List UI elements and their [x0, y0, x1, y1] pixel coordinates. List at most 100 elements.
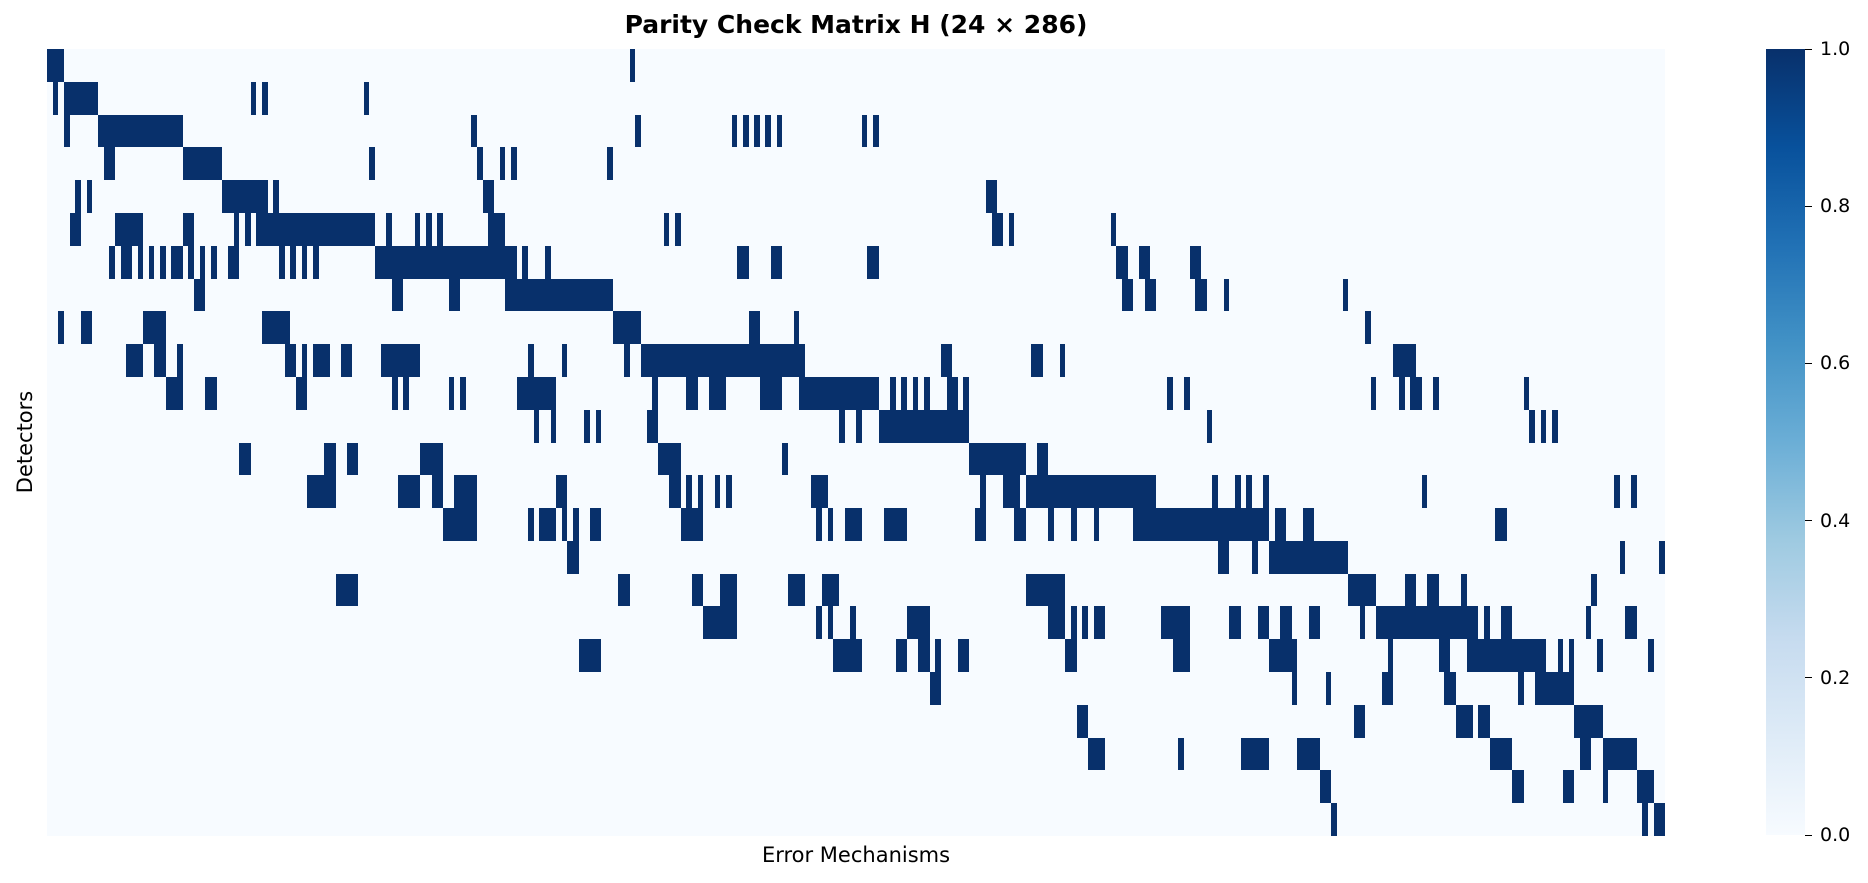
- heatmap-cell: [630, 49, 635, 82]
- heatmap-cell: [658, 443, 681, 475]
- heatmap-cell: [64, 82, 98, 115]
- heatmap-cell: [386, 213, 392, 246]
- heatmap-cell: [1195, 279, 1207, 311]
- heatmap-cell: [477, 147, 483, 180]
- heatmap-cell: [1269, 639, 1297, 672]
- heatmap-cell: [726, 475, 732, 508]
- heatmap-cell: [420, 443, 443, 475]
- heatmap-cell: [986, 180, 997, 213]
- colorbar-tick-label: 0.8: [1820, 195, 1851, 218]
- heatmap-cell: [1009, 213, 1014, 246]
- heatmap-cell: [556, 475, 567, 508]
- heatmap-cell: [624, 344, 630, 377]
- heatmap-cell: [816, 508, 822, 541]
- colorbar-tick-mark: [1805, 205, 1812, 207]
- heatmap-plot-area: [47, 49, 1665, 836]
- heatmap-cell: [1444, 672, 1456, 705]
- heatmap-cell: [273, 180, 279, 213]
- heatmap-cell: [788, 574, 805, 606]
- heatmap-cell: [500, 147, 505, 180]
- heatmap-cell: [1246, 475, 1252, 508]
- heatmap-cell: [1603, 770, 1608, 803]
- heatmap-cell: [1280, 606, 1292, 639]
- heatmap-cell: [70, 213, 81, 246]
- heatmap-cell: [918, 639, 930, 672]
- heatmap-cell: [1026, 574, 1065, 606]
- heatmap-cell: [1252, 541, 1258, 574]
- heatmap-cell: [53, 82, 58, 115]
- heatmap-cell: [1558, 639, 1563, 672]
- heatmap-cell: [47, 49, 64, 82]
- heatmap-cell: [1275, 508, 1286, 541]
- heatmap-cell: [980, 475, 986, 508]
- heatmap-cell: [1529, 410, 1535, 443]
- heatmap-cell: [1122, 279, 1133, 311]
- heatmap-cell: [1597, 639, 1603, 672]
- heatmap-cell: [183, 147, 222, 180]
- heatmap-cell: [641, 344, 805, 377]
- heatmap-cell: [1586, 606, 1591, 639]
- heatmap-cell: [200, 246, 205, 279]
- x-axis-label: Error Mechanisms: [761, 843, 951, 867]
- heatmap-cell: [81, 311, 92, 344]
- heatmap-cell: [618, 574, 630, 606]
- heatmap-cell: [777, 115, 782, 147]
- heatmap-cell: [1467, 639, 1546, 672]
- heatmap-cell: [1399, 377, 1405, 410]
- heatmap-cell: [1139, 246, 1150, 279]
- heatmap-cell: [765, 115, 771, 147]
- heatmap-cell: [1082, 606, 1088, 639]
- heatmap-cell: [143, 311, 166, 344]
- heatmap-cell: [64, 115, 70, 147]
- heatmap-cell: [1326, 672, 1331, 705]
- chart-title: Parity Check Matrix H (24 × 286): [624, 10, 1088, 39]
- heatmap-cell: [590, 508, 601, 541]
- heatmap-cell: [1048, 508, 1054, 541]
- heatmap-cell: [1490, 738, 1512, 770]
- heatmap-cell: [454, 475, 477, 508]
- heatmap-cell: [935, 639, 941, 672]
- heatmap-cell: [947, 377, 958, 410]
- heatmap-cell: [364, 82, 369, 115]
- heatmap-cell: [239, 443, 251, 475]
- heatmap-cell: [1631, 475, 1637, 508]
- heatmap-cell: [1637, 770, 1654, 803]
- heatmap-cell: [562, 508, 567, 541]
- heatmap-cell: [1224, 279, 1229, 311]
- heatmap-cell: [177, 344, 183, 377]
- heatmap-cell: [1292, 672, 1297, 705]
- heatmap-cell: [1654, 803, 1665, 836]
- heatmap-cell: [528, 508, 534, 541]
- heatmap-cell: [579, 639, 601, 672]
- heatmap-cell: [822, 574, 839, 606]
- heatmap-cell: [1094, 606, 1105, 639]
- heatmap-cell: [754, 115, 760, 147]
- heatmap-cell: [1094, 508, 1099, 541]
- heatmap-cell: [471, 115, 477, 147]
- heatmap-cell: [1422, 475, 1427, 508]
- heatmap-cell: [109, 246, 115, 279]
- heatmap-cell: [1512, 770, 1524, 803]
- heatmap-cell: [432, 475, 443, 508]
- heatmap-cell: [534, 410, 539, 443]
- heatmap-cell: [1048, 606, 1065, 639]
- heatmap-cell: [194, 279, 205, 311]
- heatmap-cell: [1235, 475, 1241, 508]
- heatmap-cell: [1461, 574, 1467, 606]
- heatmap-cell: [1116, 246, 1128, 279]
- heatmap-cell: [1524, 377, 1529, 410]
- heatmap-cell: [522, 246, 528, 279]
- heatmap-cell: [969, 443, 1026, 475]
- heatmap-cell: [930, 672, 941, 705]
- heatmap-cell: [652, 377, 658, 410]
- heatmap-cell: [1218, 541, 1229, 574]
- heatmap-cell: [262, 82, 268, 115]
- colorbar-tick-mark: [1805, 362, 1812, 364]
- heatmap-cell: [443, 508, 477, 541]
- heatmap-cell: [437, 213, 443, 246]
- heatmap-cell: [686, 475, 692, 508]
- heatmap-cell: [907, 606, 930, 639]
- heatmap-cell: [87, 180, 92, 213]
- heatmap-cell: [1269, 541, 1348, 574]
- heatmap-cell: [1303, 508, 1314, 541]
